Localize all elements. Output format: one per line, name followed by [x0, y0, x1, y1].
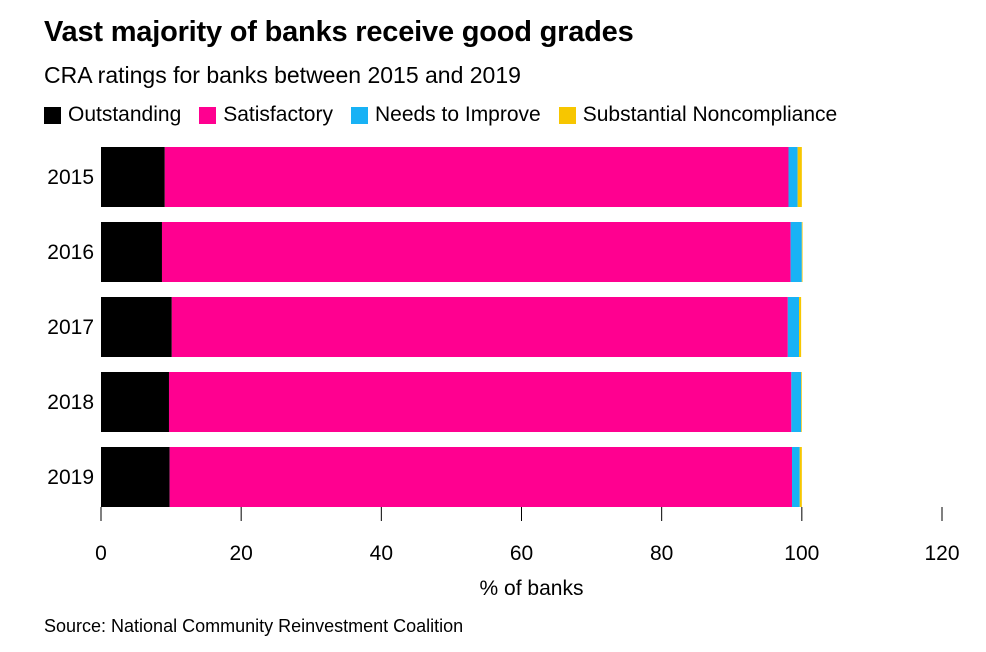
legend-swatch-substantial-noncompliance [558, 106, 576, 124]
y-tick-label-2019: 2019 [47, 466, 94, 489]
bar-2015-substantial-noncompliance [797, 147, 802, 207]
y-tick-label-2016: 2016 [47, 241, 94, 264]
bar-2018-outstanding [101, 372, 169, 432]
legend-item-outstanding: Outstanding [44, 103, 181, 127]
y-tick-label-2017: 2017 [47, 316, 94, 339]
x-tick-label-80: 80 [650, 542, 673, 565]
bar-2017-satisfactory [171, 297, 788, 357]
chart-title: Vast majority of banks receive good grad… [44, 16, 634, 48]
x-tick-label-120: 120 [924, 542, 959, 565]
x-tick-label-0: 0 [95, 542, 107, 565]
chart-subtitle: CRA ratings for banks between 2015 and 2… [44, 62, 521, 88]
legend-label-satisfactory: Satisfactory [223, 103, 333, 126]
bar-2018-satisfactory [168, 372, 792, 432]
bar-2015-needs-to-improve [788, 147, 798, 207]
bar-2018-needs-to-improve [791, 372, 802, 432]
legend-label-needs-to-improve: Needs to Improve [374, 103, 541, 126]
legend-item-needs-to-improve: Needs to Improve [350, 103, 541, 127]
source-note: Source: National Community Reinvestment … [44, 616, 464, 636]
bar-2019-outstanding [101, 447, 170, 507]
bar-2019-needs-to-improve [792, 447, 800, 507]
bar-2015-satisfactory [164, 147, 789, 207]
x-tick-label-100: 100 [784, 542, 819, 565]
bar-2017-substantial-noncompliance [799, 297, 802, 357]
bar-2019-substantial-noncompliance [799, 447, 802, 507]
bar-2016-substantial-noncompliance [801, 222, 803, 282]
legend: Outstanding Satisfactory Needs to Improv… [44, 103, 855, 127]
x-tick-label-60: 60 [510, 542, 533, 565]
legend-swatch-outstanding [44, 106, 61, 124]
legend-label-substantial-noncompliance: Substantial Noncompliance [582, 103, 838, 126]
y-tick-label-2018: 2018 [47, 391, 94, 414]
x-tick-label-20: 20 [229, 542, 252, 565]
legend-swatch-needs-to-improve [350, 106, 368, 124]
legend-swatch-satisfactory [199, 106, 217, 124]
bar-2016-satisfactory [161, 222, 791, 282]
bar-2016-needs-to-improve [790, 222, 802, 282]
legend-label-outstanding: Outstanding [68, 103, 182, 126]
bar-2017-outstanding [101, 297, 172, 357]
y-tick-label-2015: 2015 [47, 166, 94, 189]
x-axis-title: % of banks [480, 577, 584, 600]
bar-2018-substantial-noncompliance [801, 372, 802, 432]
legend-item-satisfactory: Satisfactory [199, 103, 333, 127]
bar-2015-outstanding [101, 147, 165, 207]
bar-2017-needs-to-improve [787, 297, 800, 357]
bar-2019-satisfactory [169, 447, 793, 507]
bar-2016-outstanding [101, 222, 162, 282]
x-tick-label-40: 40 [370, 542, 393, 565]
legend-item-substantial-noncompliance: Substantial Noncompliance [558, 103, 838, 127]
